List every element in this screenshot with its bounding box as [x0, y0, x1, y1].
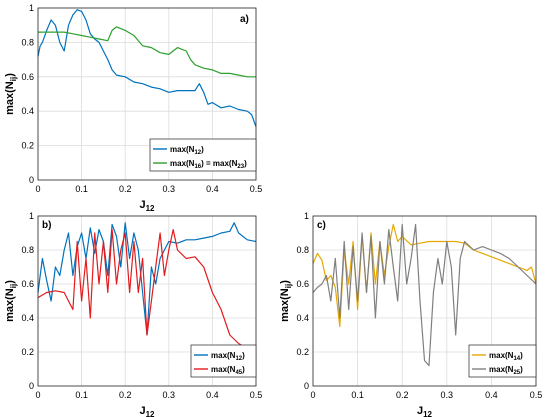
y-tick-label: 1: [29, 3, 34, 13]
x-tick-label: 0.4: [206, 184, 219, 194]
panel-label: a): [240, 14, 249, 25]
series-line-14: [312, 223, 537, 328]
y-tick-label: 1: [29, 211, 34, 221]
x-tick-label: 0.3: [163, 184, 176, 194]
legend-entry: max(N12): [211, 351, 245, 362]
x-tick-label: 0.2: [396, 390, 409, 400]
panel-label: c): [317, 220, 326, 231]
y-tick-label: 0.6: [21, 279, 34, 289]
x-axis-label: J12: [417, 405, 433, 417]
legend: max(N12) max(N45): [190, 344, 257, 378]
y-tick-label: 0: [304, 381, 309, 391]
y-axis-label: max(Nij): [4, 280, 18, 322]
x-tick-label: 0.5: [250, 184, 263, 194]
x-tick-label: 0.3: [163, 390, 176, 400]
x-tick-label: 0.4: [206, 390, 219, 400]
legend: max(N14) max(N25): [468, 344, 537, 378]
x-tick-label: 0: [35, 390, 40, 400]
legend-entry: max(N16) = max(N23): [170, 159, 247, 170]
panel-c: 0 0.1 0.2 0.3 0.4 0.5 0 0.2 0.4 0.6 0.8 1 c) J12 max(N…: [279, 211, 542, 417]
y-tick-label: 0.2: [296, 347, 309, 357]
series-line-45: [37, 229, 257, 361]
y-tick-label: 1: [304, 211, 309, 221]
legend-box: [190, 344, 257, 378]
y-axis-label: max(Nij): [4, 73, 18, 115]
x-tick-label: 0.4: [485, 390, 498, 400]
x-tick-label: 0.1: [351, 390, 364, 400]
x-tick-label: 0: [310, 390, 315, 400]
x-tick-label: 0.3: [441, 390, 454, 400]
y-tick-label: 0: [29, 175, 34, 185]
panel-a: 0 0.1 0.2 0.3 0.4 0.5 0 0.2 0.4 0.6 0.8 1 a) J12 max(N…: [4, 3, 262, 213]
x-tick-label: 0.5: [250, 390, 263, 400]
legend-entry: max(N25): [489, 365, 523, 376]
x-tick-label: 0.1: [75, 184, 88, 194]
series-line-12: [37, 9, 257, 127]
panel-label: b): [42, 220, 51, 231]
y-tick-label: 0.8: [296, 245, 309, 255]
x-tick-label: 0.5: [530, 390, 543, 400]
legend: max(N12) max(N16) = max(N23): [149, 138, 257, 172]
x-axis-label: J12: [139, 405, 155, 417]
x-tick-label: 0.2: [119, 184, 132, 194]
legend-box: [149, 138, 257, 172]
y-tick-label: 0: [29, 381, 34, 391]
y-axis-label: max(Nij): [279, 280, 293, 322]
legend-entry: max(N12): [170, 145, 204, 156]
y-tick-label: 0.2: [21, 141, 34, 151]
legend-box: [468, 344, 537, 378]
legend-entry: max(N14): [489, 351, 523, 362]
series-line-16: [38, 26, 256, 78]
legend-entry: max(N45): [211, 365, 245, 376]
x-tick-label: 0.2: [119, 390, 132, 400]
axes-frame: [312, 215, 537, 387]
x-tick-label: 0: [35, 184, 40, 194]
x-axis-label: J12: [139, 199, 155, 213]
axes-frame: [37, 7, 257, 181]
y-tick-label: 0.4: [21, 106, 34, 116]
y-tick-label: 0.2: [21, 347, 34, 357]
y-tick-label: 0.4: [21, 313, 34, 323]
series-line-25: [312, 223, 537, 367]
x-tick-label: 0.1: [75, 390, 88, 400]
panel-b: 0 0.1 0.2 0.3 0.4 0.5 0 0.2 0.4 0.6 0.8 1 b) J12 max(N…: [4, 211, 262, 417]
y-tick-label: 0.8: [21, 37, 34, 47]
y-tick-label: 0.6: [296, 279, 309, 289]
y-tick-label: 0.4: [296, 313, 309, 323]
axes-frame: [37, 215, 257, 387]
y-tick-label: 0.6: [21, 72, 34, 82]
y-tick-label: 0.8: [21, 245, 34, 255]
series-line-12: [37, 222, 257, 336]
